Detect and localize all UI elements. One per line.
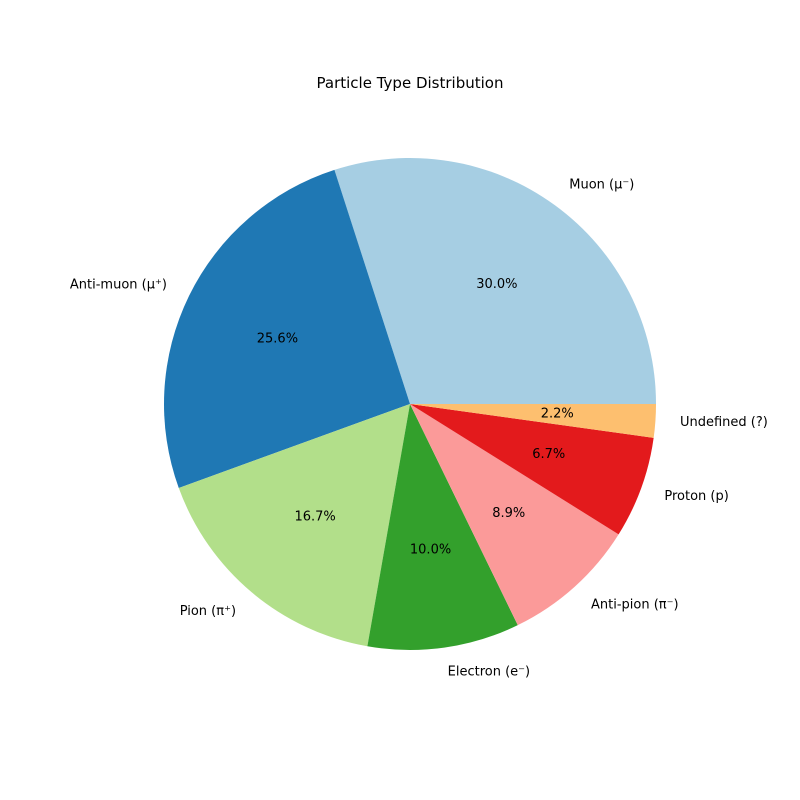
pie-slice-proton-p [410, 404, 654, 535]
slice-percentage-label: 16.7% [294, 510, 335, 525]
slice-percentage-label: 10.0% [410, 543, 451, 558]
pie-slice-undefined [410, 404, 656, 438]
pie-slice-anti-pion [410, 404, 619, 626]
pie-slice-electron-e [367, 404, 518, 651]
chart-title: Particle Type Distribution [317, 74, 504, 92]
slice-label: Undefined (?) [680, 415, 768, 430]
slice-percentage-label: 8.9% [492, 506, 525, 521]
slice-percentage-label: 30.0% [476, 277, 517, 292]
pie-slice-pion [178, 404, 410, 647]
slice-label: Electron (e⁻) [448, 664, 530, 679]
slice-label: Muon (μ⁻) [569, 178, 634, 193]
slice-label: Proton (p) [664, 489, 728, 504]
pie-labels: Muon (μ⁻) 30.0% Anti-muon (μ⁺) 25.6% Pion (π… [70, 178, 768, 680]
slice-label: Pion (π⁺) [180, 604, 236, 619]
slice-label: Anti-muon (μ⁺) [70, 278, 167, 293]
slice-percentage-label: 25.6% [257, 332, 298, 347]
pie-slice-muon [334, 158, 656, 404]
pie-slices [163, 158, 656, 651]
pie-slice-anti-muon [163, 169, 410, 488]
slice-percentage-label: 6.7% [532, 447, 565, 462]
slice-label: Anti-pion (π⁻) [591, 598, 679, 613]
slice-percentage-label: 2.2% [541, 407, 574, 422]
